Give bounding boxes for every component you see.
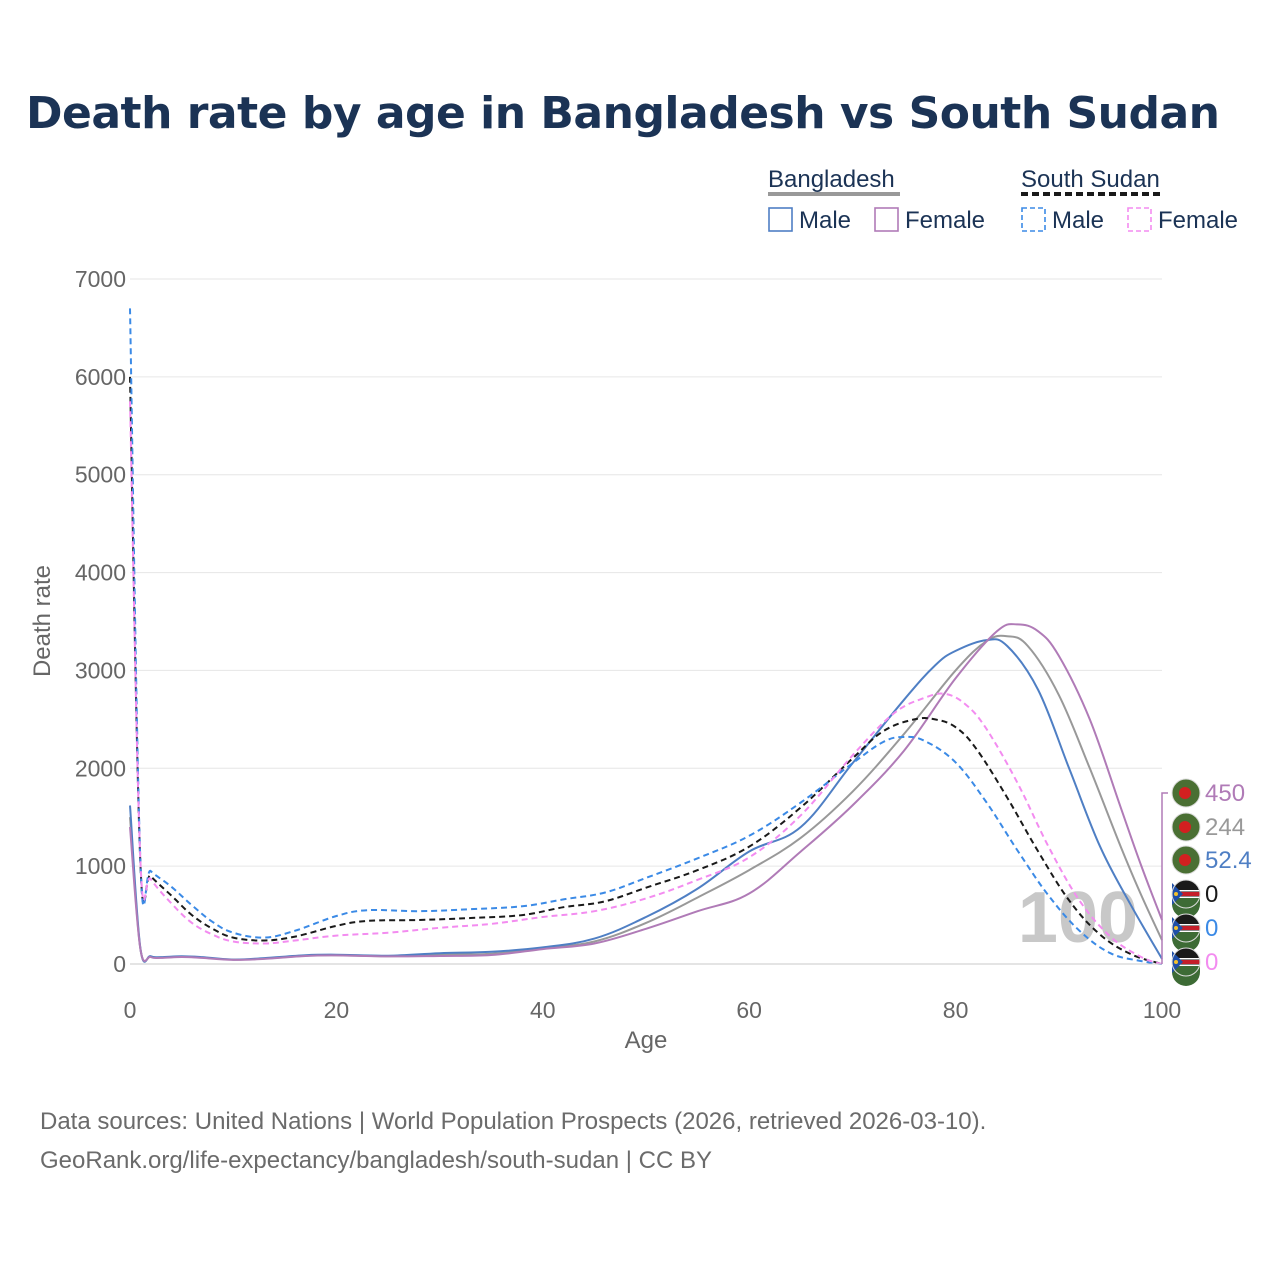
legend-label-bangladesh-male: Male <box>799 207 851 234</box>
flag-star <box>1174 892 1178 896</box>
y-axis-label: Death rate <box>29 565 56 677</box>
series-line-south-sudan-male <box>129 308 1163 965</box>
flag-rim <box>1171 879 1201 909</box>
chart-title: Death rate by age in Bangladesh vs South… <box>26 88 1220 139</box>
x-axis-label: Age <box>625 1027 668 1054</box>
flag-rim <box>1171 812 1201 842</box>
legend-swatch-bangladesh-male <box>768 207 793 232</box>
y-tick-2000: 2000 <box>75 755 126 781</box>
end-label-bangladesh-female: 450 <box>1205 780 1245 807</box>
legend-swatch-bangladesh-female <box>874 207 899 232</box>
age-marker-label: 100 <box>1018 878 1138 958</box>
flag-badge-bangladesh-female <box>1171 778 1201 808</box>
flag-badge-south-sudan-total <box>1171 879 1201 918</box>
end-label-bangladesh-male: 52.4 <box>1205 847 1252 874</box>
grid <box>130 278 1162 867</box>
y-tick-3000: 3000 <box>75 657 126 683</box>
footer-source: Data sources: United Nations | World Pop… <box>40 1108 987 1135</box>
legend-swatch-south-sudan-female <box>1127 207 1152 232</box>
legend-country-bangladesh: Bangladesh <box>768 166 895 193</box>
x-axis-ticks: 0 20 40 60 80 100 <box>124 997 1182 1023</box>
flag-rim <box>1171 913 1201 943</box>
y-axis-ticks: 0 1000 2000 3000 4000 5000 6000 7000 <box>75 266 126 977</box>
flag-rim <box>1171 778 1201 808</box>
legend: Bangladesh Male Female South Sudan Male Femal… <box>768 166 1238 234</box>
flag-rim <box>1171 947 1201 977</box>
flag-star <box>1174 926 1178 930</box>
x-tick-100: 100 <box>1143 997 1181 1023</box>
flag-badge-bangladesh-male <box>1171 845 1201 875</box>
flag-band-red <box>1172 960 1200 964</box>
flag-stripe-white-bottom <box>1172 896 1200 898</box>
end-label-south-sudan-female: 0 <box>1205 949 1218 976</box>
y-tick-7000: 7000 <box>75 266 126 292</box>
legend-label-south-sudan-female: Female <box>1158 207 1238 234</box>
y-tick-5000: 5000 <box>75 462 126 488</box>
end-label-south-sudan-male: 0 <box>1205 915 1218 942</box>
end-label-connector <box>1161 792 1168 964</box>
y-tick-4000: 4000 <box>75 560 126 586</box>
flag-stripe-white-top <box>1172 924 1200 926</box>
x-tick-40: 40 <box>530 997 556 1023</box>
flag-disc <box>1179 854 1191 866</box>
legend-country-south-sudan: South Sudan <box>1021 166 1160 193</box>
x-tick-0: 0 <box>124 997 137 1023</box>
flag-badge-bangladesh-total <box>1171 812 1201 842</box>
flag-stripe-white-top <box>1172 890 1200 892</box>
x-tick-20: 20 <box>324 997 350 1023</box>
end-label-bangladesh-total: 244 <box>1205 814 1245 841</box>
y-tick-0: 0 <box>113 951 126 977</box>
y-tick-1000: 1000 <box>75 853 126 879</box>
flag-rim <box>1171 845 1201 875</box>
series-line-south-sudan-female <box>129 401 1163 965</box>
flag-stripe-white-top <box>1172 958 1200 960</box>
flag-badge-south-sudan-female <box>1171 947 1201 986</box>
flag-disc <box>1179 787 1191 799</box>
x-tick-80: 80 <box>943 997 969 1023</box>
flag-stripe-white-bottom <box>1172 964 1200 966</box>
series-line-bangladesh-male <box>129 638 1163 963</box>
series-line-bangladesh-female <box>129 623 1163 962</box>
flag-disc <box>1179 821 1191 833</box>
flag-band-red <box>1172 926 1200 930</box>
legend-label-south-sudan-male: Male <box>1052 207 1104 234</box>
legend-swatch-south-sudan-male <box>1021 207 1046 232</box>
flag-badge-south-sudan-male <box>1171 913 1201 952</box>
flag-stripe-white-bottom <box>1172 930 1200 932</box>
legend-label-bangladesh-female: Female <box>905 207 985 234</box>
x-tick-60: 60 <box>736 997 762 1023</box>
flag-band-red <box>1172 892 1200 896</box>
end-labels: 450 244 52.4 0 0 0 <box>1161 778 1252 986</box>
footer-url: GeoRank.org/life-expectancy/bangladesh/s… <box>40 1147 712 1174</box>
flag-star <box>1174 960 1178 964</box>
y-tick-6000: 6000 <box>75 364 126 390</box>
series-lines <box>129 308 1163 965</box>
end-label-south-sudan-total: 0 <box>1205 881 1218 908</box>
